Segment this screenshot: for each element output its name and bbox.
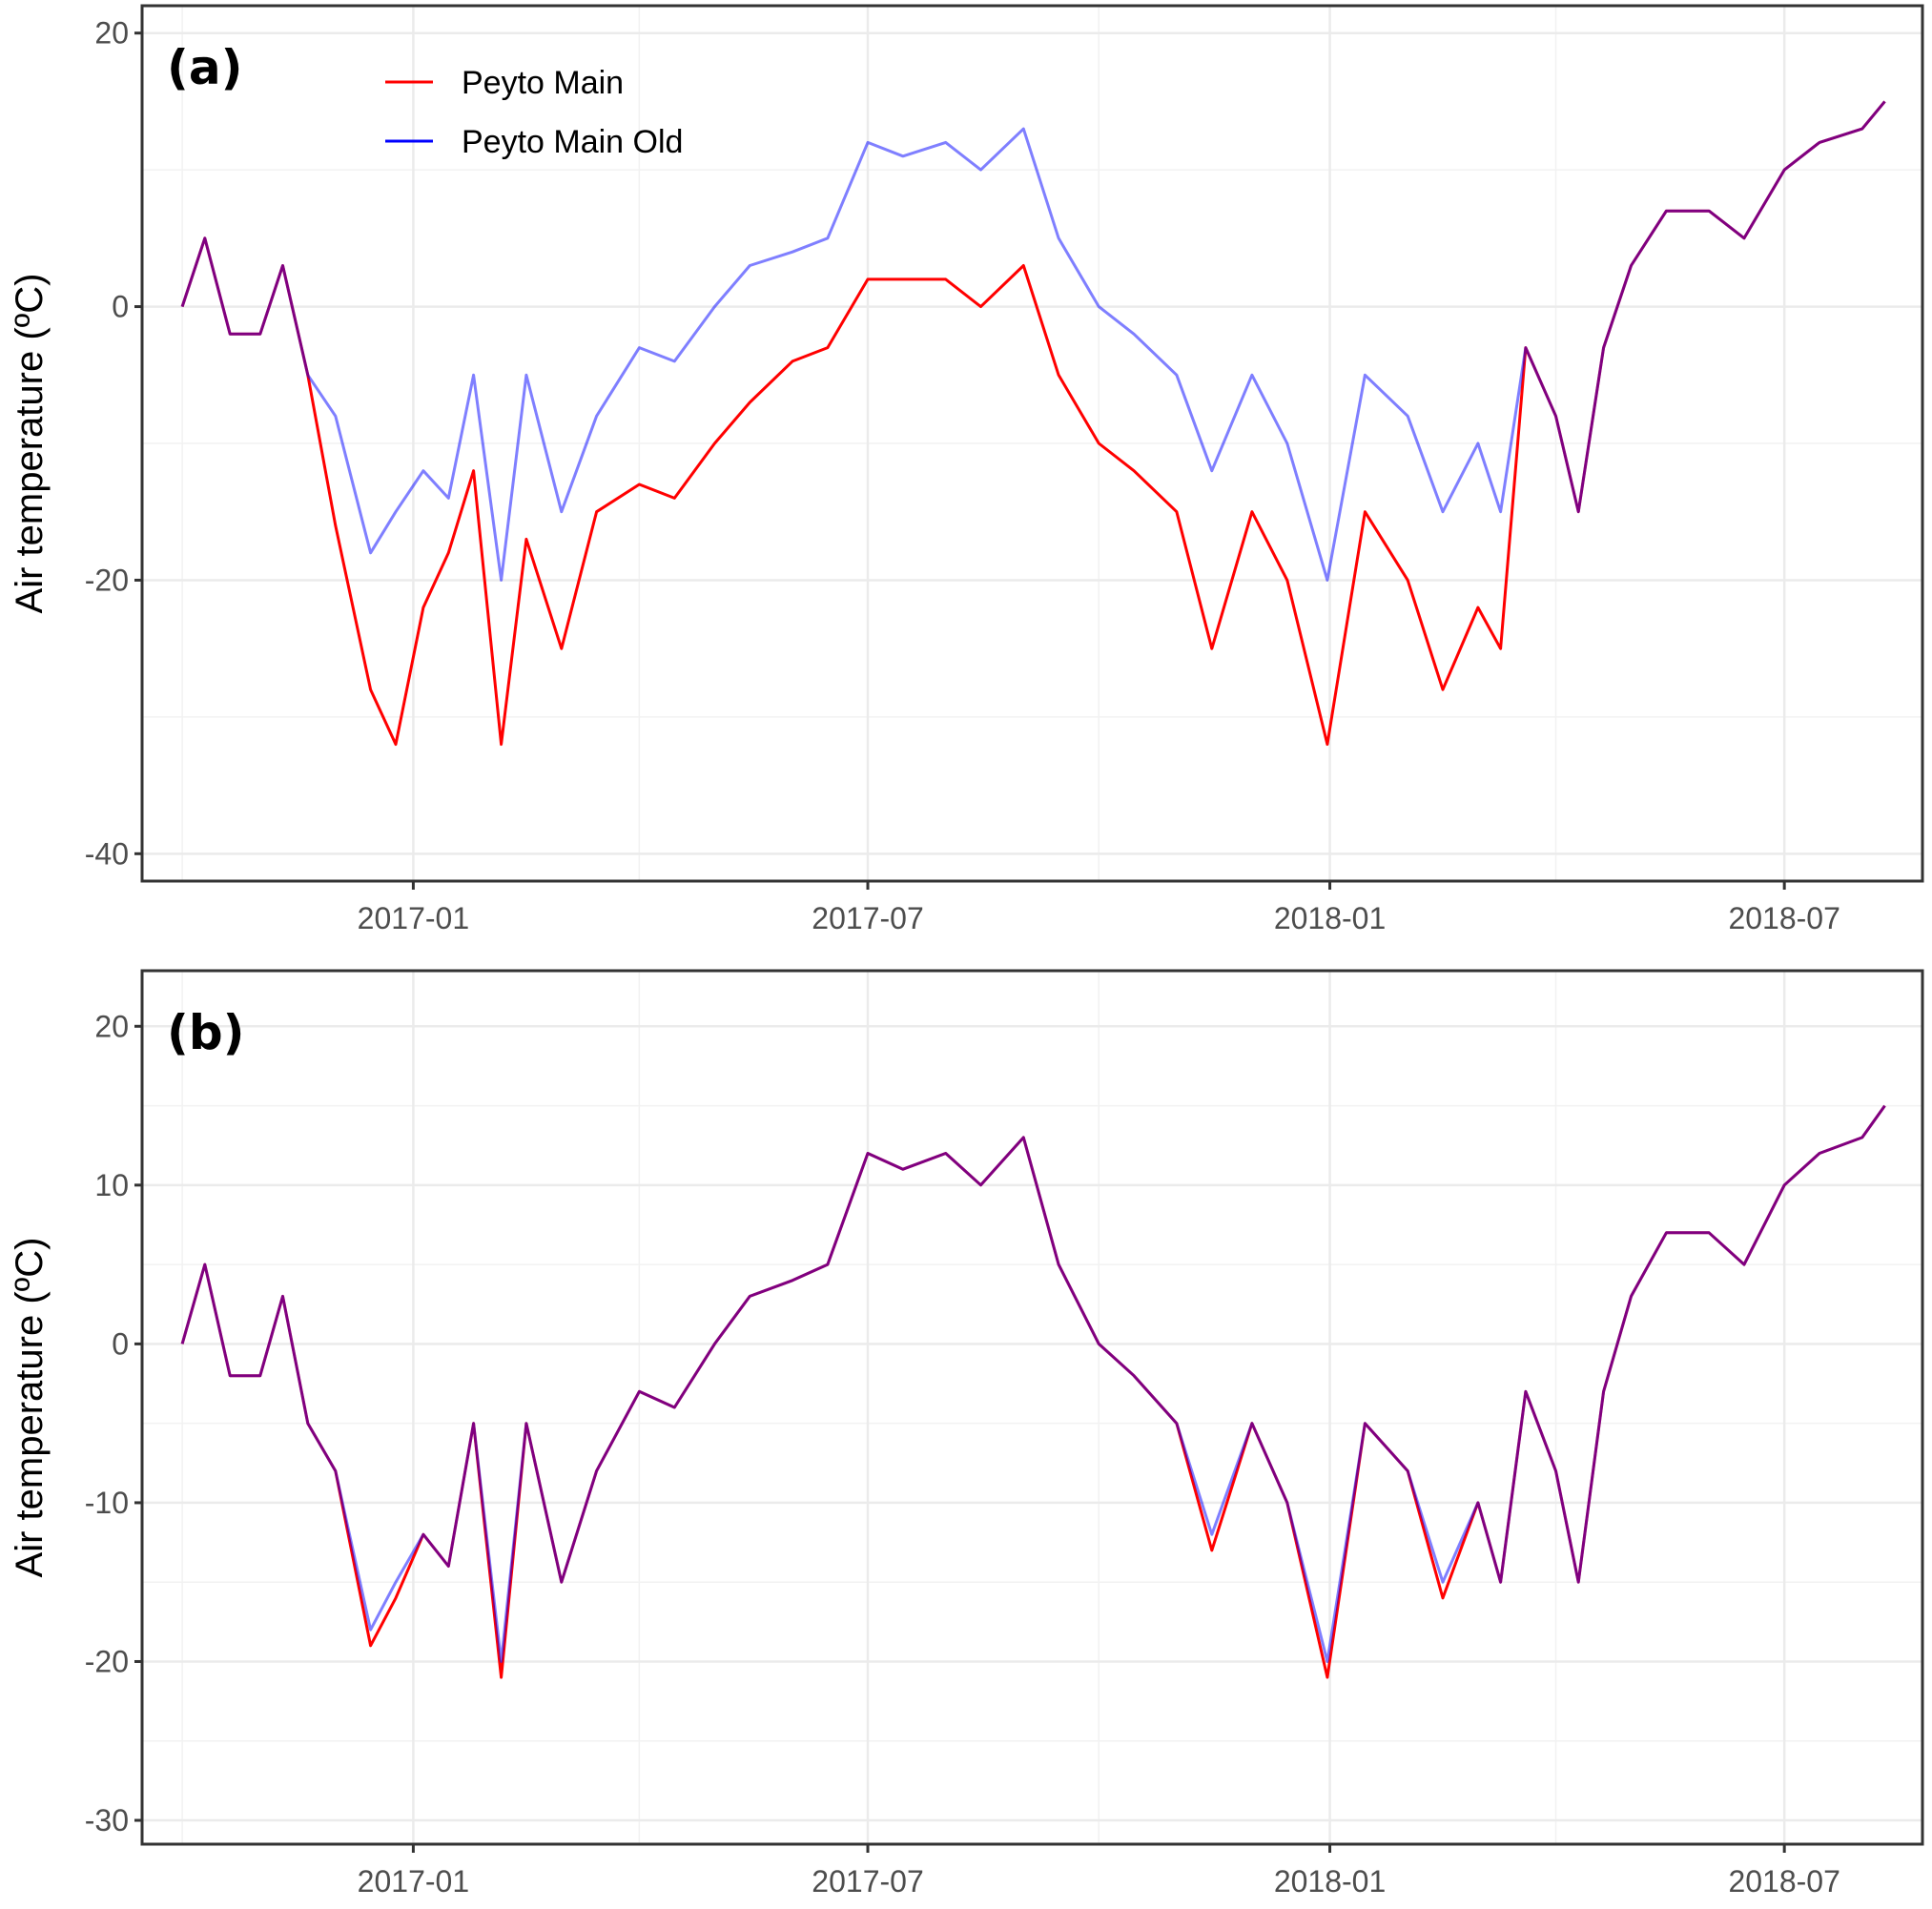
panel-b: -30 -20 -10 0 10 20 2017-01 2017-07 2018-01 2018-… [9, 969, 1924, 1899]
x-tick-label: 2018-01 [1274, 901, 1386, 935]
y-tick-label: -40 [85, 836, 129, 871]
y-tick-label: 20 [94, 1009, 129, 1043]
panel-label: (a) [167, 40, 242, 95]
x-tick-label: 2017-07 [812, 1864, 923, 1899]
y-tick-label: -20 [85, 563, 129, 597]
series-line-peyto-main-old [180, 1104, 1886, 1663]
series-line-peyto-main-old [180, 100, 1886, 582]
y-axis-label: Air temperature (ºC) [9, 274, 51, 614]
y-tick-label: 20 [94, 16, 129, 51]
legend-label: Peyto Main Old [462, 124, 683, 160]
plot-background [142, 971, 1922, 1844]
y-axis-label: Air temperature (ºC) [9, 1238, 51, 1578]
y-tick-label: -10 [85, 1486, 129, 1520]
y-tick-label: 0 [112, 1326, 129, 1361]
plot-border [140, 969, 1924, 1846]
y-tick-label: 10 [94, 1168, 129, 1202]
x-tick-label: 2017-01 [358, 901, 469, 935]
y-tick-label: 0 [112, 290, 129, 324]
x-tick-label: 2018-01 [1274, 1864, 1386, 1899]
plot-border [140, 4, 1924, 883]
legend-label: Peyto Main [462, 65, 624, 101]
x-tick-label: 2017-07 [812, 901, 923, 935]
x-tick-label: 2018-07 [1728, 901, 1840, 935]
y-tick-label: -20 [85, 1644, 129, 1678]
x-tick-label: 2017-01 [358, 1864, 469, 1899]
panel-a: -40 -20 0 20 2017-01 2017-07 2018-01 2018-07 (a)… [9, 4, 1924, 935]
y-tick-label: -30 [85, 1803, 129, 1837]
panel-label: (b) [167, 1005, 245, 1060]
x-tick-label: 2018-07 [1728, 1864, 1840, 1899]
legend: Peyto Main Peyto Main Old [385, 65, 683, 160]
